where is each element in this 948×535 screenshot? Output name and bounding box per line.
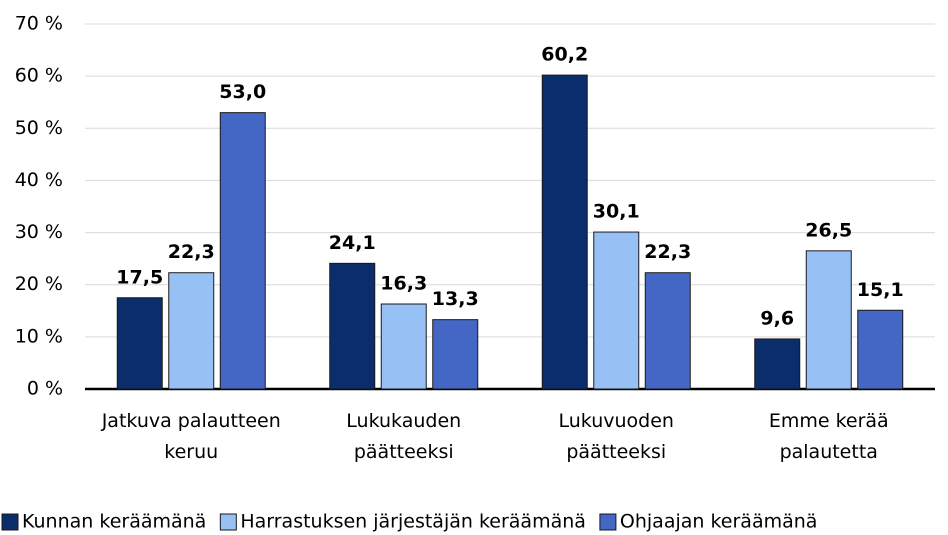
value-label: 15,1	[857, 279, 904, 301]
y-tick-label: 50 %	[15, 117, 63, 139]
legend-label: Ohjaajan keräämänä	[620, 511, 818, 533]
value-label: 9,6	[760, 307, 794, 329]
x-tick-label-box: Lukukauden päätteeksi	[346, 410, 462, 463]
legend-swatch	[219, 513, 237, 531]
value-label: 26,5	[805, 219, 852, 241]
y-tick-label: 0 %	[27, 378, 63, 400]
bar	[432, 319, 479, 390]
value-label: 22,3	[644, 241, 691, 263]
x-tick-label-box: Lukuvuoden päätteeksi	[558, 410, 674, 463]
value-label: 16,3	[380, 273, 427, 295]
bar	[329, 262, 376, 390]
y-tick-label: 70 %	[15, 13, 63, 35]
bar	[857, 309, 904, 390]
value-label: 53,0	[219, 81, 266, 103]
bar	[593, 231, 640, 390]
y-tick-label: 10 %	[15, 325, 63, 347]
x-tick-label: Lukuvuoden päätteeksi	[558, 410, 674, 463]
value-label: 17,5	[116, 266, 163, 288]
y-tick-label: 20 %	[15, 273, 63, 295]
legend-label: Harrastuksen järjestäjän keräämänä	[240, 511, 586, 533]
bar	[541, 74, 588, 390]
bar	[644, 272, 691, 390]
legend-swatch	[599, 513, 617, 531]
x-tick-label-box: Emme kerää palautetta	[768, 410, 889, 463]
x-tick-label: Emme kerää palautetta	[768, 410, 889, 463]
bar	[116, 297, 163, 390]
legend-swatch	[1, 513, 19, 531]
x-tick-label: Lukukauden päätteeksi	[346, 410, 462, 463]
legend-label: Kunnan keräämänä	[22, 511, 206, 533]
value-label: 24,1	[329, 232, 376, 254]
value-label: 60,2	[541, 44, 588, 66]
y-tick-label: 30 %	[15, 221, 63, 243]
x-tick-label: Jatkuva palautteen keruu	[101, 410, 281, 463]
bar	[219, 112, 266, 390]
y-tick-label: 60 %	[15, 65, 63, 87]
y-tick-label: 40 %	[15, 169, 63, 191]
bar	[754, 338, 801, 390]
bar	[168, 272, 215, 390]
bar	[380, 303, 427, 390]
value-label: 30,1	[593, 201, 640, 223]
x-tick-label-box: Jatkuva palautteen keruu	[101, 410, 281, 463]
value-label: 22,3	[168, 241, 215, 263]
value-label: 13,3	[432, 288, 479, 310]
bar	[805, 250, 852, 390]
